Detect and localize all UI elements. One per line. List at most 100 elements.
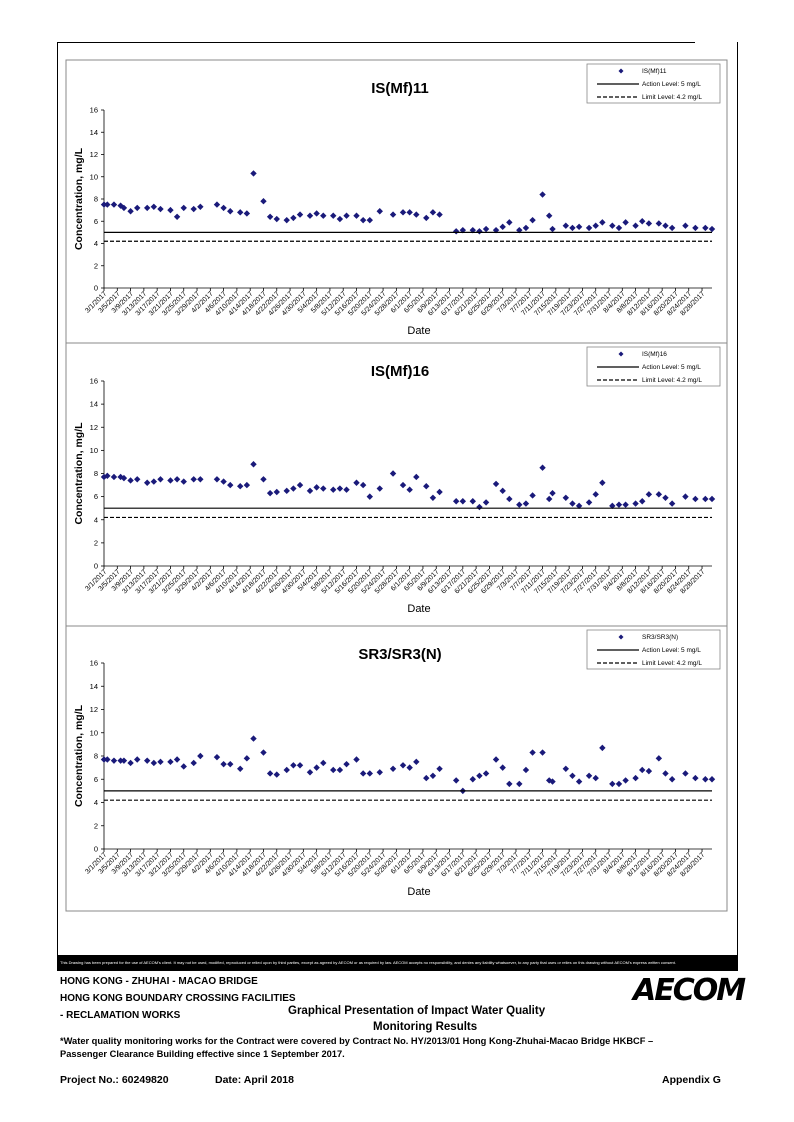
y-axis-title: Concentration, mg/L: [73, 704, 85, 807]
data-point: [632, 500, 639, 507]
data-point: [406, 209, 413, 216]
data-point: [143, 757, 151, 764]
data-point: [516, 501, 523, 508]
y-tick-label: 8: [94, 752, 98, 761]
data-point: [622, 501, 629, 508]
data-point: [343, 760, 350, 768]
data-point: [104, 201, 111, 208]
y-tick-label: 4: [94, 798, 98, 807]
page-frame-left: [57, 42, 58, 970]
data-point: [120, 757, 128, 764]
data-point: [180, 763, 187, 770]
data-point: [615, 780, 623, 788]
data-point: [237, 483, 244, 490]
data-point: [227, 208, 234, 215]
data-point: [708, 776, 716, 783]
data-point: [197, 752, 204, 760]
y-tick-label: 10: [90, 172, 98, 181]
data-point: [423, 774, 430, 782]
data-point: [250, 461, 257, 468]
data-point: [599, 744, 606, 752]
y-tick-label: 2: [94, 821, 98, 830]
data-point: [227, 481, 234, 489]
data-point: [492, 226, 500, 234]
data-point: [376, 485, 383, 492]
contract-note-line-2: Passenger Clearance Building effective s…: [60, 1049, 345, 1059]
data-point: [668, 224, 676, 232]
drawing-title-line-2: Monitoring Results: [373, 1021, 478, 1033]
disclaimer-bar: This Drawing has been prepared for the u…: [57, 955, 738, 971]
data-point: [413, 758, 420, 766]
y-tick-label: 10: [90, 728, 98, 737]
data-point: [173, 756, 181, 763]
data-point: [662, 770, 669, 777]
data-point: [243, 481, 251, 489]
data-point: [283, 216, 290, 224]
data-point: [429, 494, 437, 501]
data-point: [423, 483, 430, 490]
data-point: [283, 487, 290, 495]
data-point: [343, 212, 350, 219]
legend-label: Action Level: 5 mg/L: [642, 647, 701, 654]
data-point: [220, 478, 227, 485]
data-point: [127, 477, 134, 484]
data-point: [662, 494, 669, 501]
chart-3: SR3/SR3(N) 0 2 4 6 8 10 12 14 16 Concentration, mg…: [65, 625, 728, 912]
data-point: [190, 759, 197, 767]
data-point: [406, 764, 413, 771]
y-tick-label: 12: [90, 150, 98, 159]
data-point: [682, 493, 689, 500]
data-point: [150, 203, 158, 210]
data-point: [632, 222, 639, 229]
data-point: [157, 476, 164, 483]
data-point: [306, 769, 314, 776]
data-point: [389, 470, 397, 477]
chart-title: IS(Mf)16: [371, 363, 429, 380]
drawing-date: Date: April 2018: [215, 1074, 294, 1086]
data-point: [702, 495, 709, 503]
data-point: [682, 222, 689, 229]
legend-marker: [618, 68, 624, 74]
data-point: [702, 224, 709, 232]
data-point: [220, 760, 227, 768]
x-axis-title: Date: [407, 325, 430, 337]
x-axis-title: Date: [407, 886, 430, 898]
data-point: [632, 774, 639, 782]
data-point: [639, 766, 646, 774]
y-tick-label: 6: [94, 492, 98, 501]
data-point: [330, 766, 337, 774]
data-point: [622, 777, 629, 784]
data-point: [353, 479, 360, 486]
data-point: [406, 486, 413, 493]
data-point: [469, 226, 476, 234]
data-point: [260, 749, 267, 756]
data-point: [506, 495, 513, 503]
data-point: [366, 216, 373, 224]
data-point: [549, 225, 556, 233]
data-point: [622, 219, 629, 226]
data-point: [662, 222, 669, 229]
data-point: [708, 225, 716, 233]
data-point: [320, 212, 327, 219]
data-point: [150, 759, 158, 767]
data-point: [110, 201, 118, 208]
data-point: [482, 499, 490, 506]
data-point: [283, 766, 290, 774]
data-point: [190, 476, 197, 483]
project-line-1: HONG KONG - ZHUHAI - MACAO BRIDGE: [60, 976, 258, 987]
data-point: [655, 755, 663, 762]
data-point: [336, 766, 344, 774]
data-point: [359, 770, 367, 777]
data-point: [492, 480, 500, 488]
data-point: [273, 771, 280, 778]
data-point: [197, 203, 204, 210]
y-tick-label: 12: [90, 705, 98, 714]
data-point: [692, 224, 699, 232]
aecom-logo-text: AECOM: [633, 973, 746, 1008]
y-axis-title: Concentration, mg/L: [73, 422, 85, 525]
data-point: [260, 198, 267, 205]
y-tick-label: 14: [90, 128, 98, 137]
data-point: [273, 488, 280, 496]
data-point: [260, 476, 267, 483]
